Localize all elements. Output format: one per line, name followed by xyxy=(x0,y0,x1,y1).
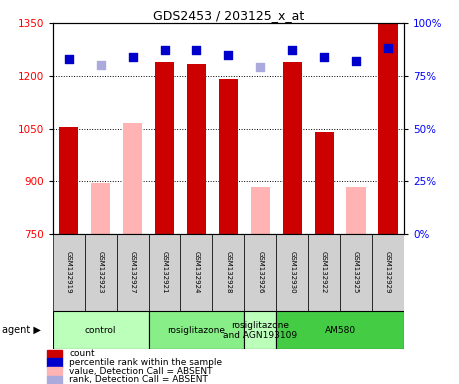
Text: GSM132926: GSM132926 xyxy=(257,252,263,294)
Bar xyxy=(85,234,117,311)
Bar xyxy=(47,358,62,367)
Text: rank, Detection Call = ABSENT: rank, Detection Call = ABSENT xyxy=(69,375,208,384)
Point xyxy=(161,48,168,54)
Point xyxy=(97,62,104,68)
Bar xyxy=(53,234,85,311)
Text: count: count xyxy=(69,349,95,358)
Bar xyxy=(149,311,244,349)
Bar xyxy=(91,183,110,234)
Point xyxy=(320,54,328,60)
Text: agent ▶: agent ▶ xyxy=(2,325,41,335)
Bar xyxy=(117,234,149,311)
Bar xyxy=(251,187,270,234)
Bar xyxy=(276,311,404,349)
Bar xyxy=(59,127,78,234)
Bar xyxy=(276,234,308,311)
Bar xyxy=(47,349,62,358)
Title: GDS2453 / 203125_x_at: GDS2453 / 203125_x_at xyxy=(153,9,304,22)
Point xyxy=(225,52,232,58)
Bar xyxy=(47,376,62,384)
Text: GSM132923: GSM132923 xyxy=(98,252,104,294)
Bar xyxy=(155,62,174,234)
Text: GSM132921: GSM132921 xyxy=(162,252,168,294)
Bar xyxy=(123,123,142,234)
Bar xyxy=(187,63,206,234)
Bar xyxy=(149,234,180,311)
Text: value, Detection Call = ABSENT: value, Detection Call = ABSENT xyxy=(69,367,213,376)
Point xyxy=(353,58,360,64)
Point xyxy=(257,65,264,71)
Bar xyxy=(372,234,404,311)
Point xyxy=(129,54,136,60)
Text: GSM132927: GSM132927 xyxy=(129,252,135,294)
Point xyxy=(65,56,73,62)
Text: GSM132922: GSM132922 xyxy=(321,252,327,294)
Bar xyxy=(347,187,366,234)
Bar xyxy=(314,132,334,234)
Text: rosiglitazone
and AGN193109: rosiglitazone and AGN193109 xyxy=(223,321,297,340)
Bar xyxy=(283,62,302,234)
Bar xyxy=(308,234,340,311)
Bar xyxy=(340,234,372,311)
Text: GSM132925: GSM132925 xyxy=(353,252,359,294)
Bar xyxy=(244,311,276,349)
Point xyxy=(289,48,296,54)
Text: control: control xyxy=(85,326,117,335)
Bar xyxy=(47,367,62,375)
Text: GSM132928: GSM132928 xyxy=(225,252,231,294)
Bar xyxy=(180,234,213,311)
Point xyxy=(193,48,200,54)
Bar xyxy=(219,79,238,234)
Text: GSM132930: GSM132930 xyxy=(289,251,295,294)
Text: rosiglitazone: rosiglitazone xyxy=(168,326,225,335)
Bar xyxy=(53,311,149,349)
Bar xyxy=(213,234,244,311)
Text: GSM132929: GSM132929 xyxy=(385,252,391,294)
Point xyxy=(384,45,392,51)
Text: AM580: AM580 xyxy=(325,326,356,335)
Bar xyxy=(378,23,397,234)
Bar xyxy=(244,234,276,311)
Text: GSM132924: GSM132924 xyxy=(193,252,199,294)
Text: percentile rank within the sample: percentile rank within the sample xyxy=(69,358,223,367)
Text: GSM132919: GSM132919 xyxy=(66,251,72,294)
